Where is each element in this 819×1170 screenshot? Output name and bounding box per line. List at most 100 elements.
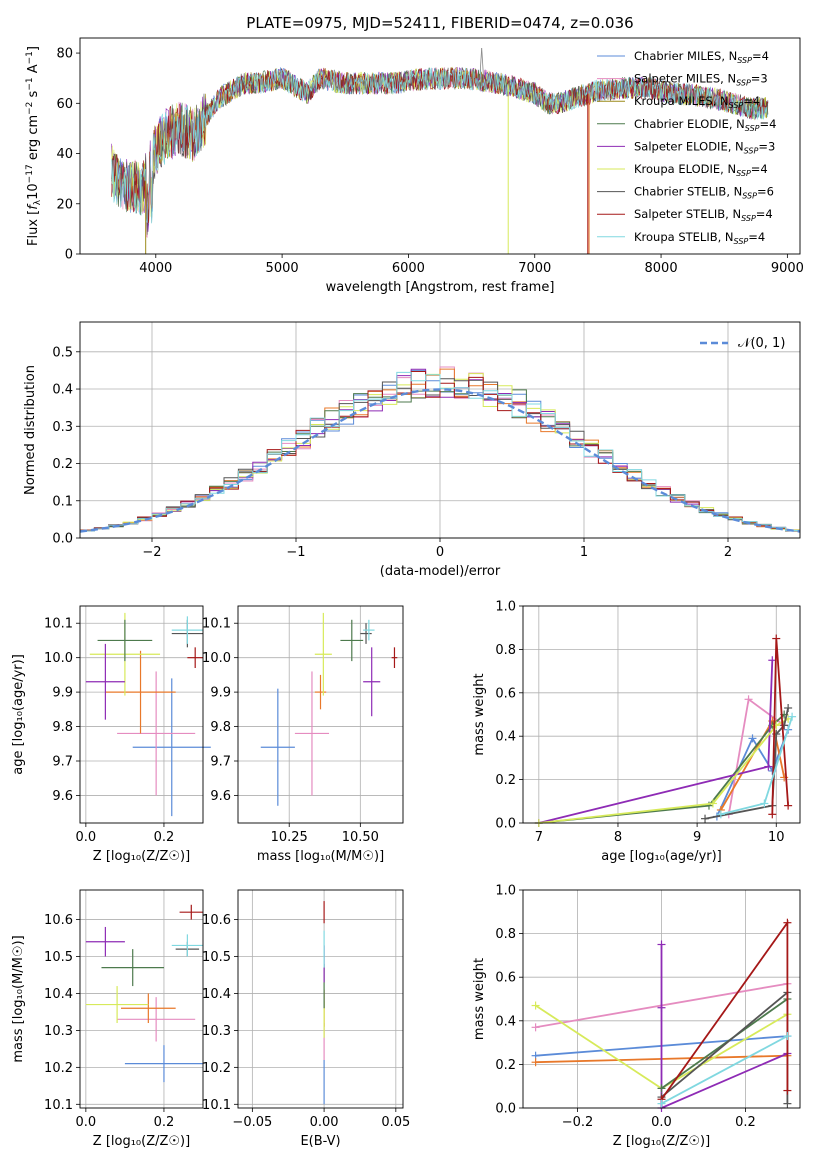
legend-label: Kroupa ELODIE, NSSP=4 [634, 162, 768, 178]
y-tick-label: 0.2 [495, 1058, 516, 1073]
y-tick-label: 10.1 [202, 617, 231, 632]
legend-label-sub: SSP [737, 56, 752, 65]
y-tick-label: 0.4 [52, 383, 73, 398]
x-tick-label: 0 [436, 545, 444, 560]
y-tick-label: 0.8 [495, 643, 516, 658]
x-tick-label: 5000 [266, 261, 299, 276]
y-tick-label: 10.0 [44, 651, 73, 666]
x-tick-label: 10.25 [271, 830, 308, 845]
x-tick-label: 8000 [645, 261, 678, 276]
normal-curve [79, 388, 801, 533]
weight-line-salpeter-stelib [771, 638, 789, 815]
axes-frame [522, 889, 801, 1109]
x-axis-label: E(B-V) [300, 1134, 340, 1149]
y-label-part: −1 [25, 77, 35, 90]
y-tick-label: 9.6 [210, 789, 231, 804]
y-tick-label: 0.8 [495, 927, 516, 942]
legend-label-tail: =4 [756, 207, 773, 221]
y-label-part: A [26, 64, 41, 77]
x-tick-label: 1 [580, 545, 588, 560]
x-tick-label: 7000 [518, 261, 551, 276]
y-tick-label: 9.8 [52, 720, 73, 735]
y-label-part: ] [26, 46, 41, 51]
y-tick-label: 10.5 [44, 950, 73, 965]
legend-label: 𝒩(0, 1) [738, 336, 785, 351]
y-tick-label: 10.5 [202, 950, 231, 965]
y-tick-label: 0.0 [52, 532, 73, 547]
mass-vs-metallicity-panel: 0.0 0.2 10.1 10.2 10.3 10.4 10.5 10.6 Z [log₁₀(Z… [11, 889, 204, 1149]
x-tick-label: 2 [724, 545, 732, 560]
y-label-part: s [26, 90, 41, 101]
x-tick-label: 0.0 [651, 1115, 672, 1130]
y-axis-label: Flux [fλ10−17 erg cm−2 s−1 A−1] [25, 46, 43, 246]
y-tick-label: 9.9 [52, 686, 73, 701]
axes-frame [79, 37, 801, 255]
axes-frame [237, 605, 404, 824]
x-axis-label: age [log₁₀(age/yr)] [601, 849, 722, 864]
weight-line-salpeter-elodie [660, 944, 788, 1110]
legend-label: Salpeter STELIB, NSSP=4 [634, 207, 773, 223]
legend-label: Salpeter MILES, NSSP=3 [634, 72, 768, 88]
legend-label-sub: SSP [736, 79, 751, 88]
y-label-part: −1 [25, 51, 35, 64]
y-tick-label: 9.7 [210, 755, 231, 770]
legend-label-tail: =3 [751, 72, 768, 86]
y-axis-label: mass weight [472, 958, 487, 1040]
y-tick-label: 0.6 [495, 686, 516, 701]
y-axis-label: mass weight [472, 673, 487, 755]
legend-label-main: Kroupa STELIB, N [634, 230, 734, 244]
legend-label-tail: =3 [758, 139, 775, 153]
x-tick-label: −2 [142, 545, 161, 560]
y-tick-label: 9.6 [52, 789, 73, 804]
x-tick-label: −1 [286, 545, 305, 560]
x-tick-label: 0.00 [310, 1115, 339, 1130]
x-tick-label: 7 [535, 830, 543, 845]
legend-label-sub: SSP [744, 146, 759, 155]
x-tick-label: 0.0 [76, 1115, 97, 1130]
y-tick-label: 10.1 [44, 1098, 73, 1113]
x-tick-label: 8 [614, 830, 622, 845]
x-tick-label: 9000 [771, 261, 804, 276]
y-tick-label: 80 [56, 47, 73, 62]
legend-label: Chabrier ELODIE, NSSP=4 [634, 117, 776, 133]
y-tick-label: 0.0 [495, 1102, 516, 1117]
y-tick-label: 10.6 [44, 913, 73, 928]
legend-label: Chabrier MILES, NSSP=4 [634, 49, 769, 65]
legend-label-main: Kroupa MILES, N [634, 94, 729, 108]
y-label-part: f [26, 203, 41, 210]
x-tick-label: −0.2 [562, 1115, 594, 1130]
y-axis-label: mass [log₁₀(M/M☉)] [11, 935, 26, 1062]
y-tick-label: 10.3 [202, 1024, 231, 1039]
y-tick-label: 0.1 [52, 494, 73, 509]
axes-frame [522, 605, 801, 824]
legend-label-tail: =4 [743, 94, 760, 108]
residuals-panel: −2 −1 0 1 2 0.0 0.1 0.2 0.3 0.4 0.5 (data-model)/er… [23, 321, 801, 579]
x-axis-label: Z [log₁₀(Z/Z☉)] [93, 1134, 190, 1149]
legend-label-sub: SSP [745, 124, 760, 133]
axes-frame [79, 321, 801, 539]
x-tick-label: 0.2 [154, 1115, 175, 1130]
x-tick-label: 0.05 [381, 1115, 410, 1130]
spectrum-line-kroupa-stelib [111, 67, 768, 224]
spectrum-panel: 4000 5000 6000 7000 8000 9000 0 20 40 60 80 wavelen… [25, 37, 804, 295]
x-axis-label: (data-model)/error [380, 564, 501, 579]
legend-label-sub: SSP [736, 169, 751, 178]
weight-vs-age-panel: 7 8 9 10 0.0 0.2 0.4 0.6 0.8 1.0 age [log₁₀(age/yr… [472, 600, 801, 864]
x-axis-label: wavelength [Angstrom, rest frame] [326, 280, 555, 295]
x-tick-label: 0.2 [735, 1115, 756, 1130]
weight-line-salpeter-elodie [538, 660, 774, 824]
y-tick-label: 9.8 [210, 720, 231, 735]
y-tick-label: 10.2 [202, 1061, 231, 1076]
spectrum-spike [481, 48, 484, 79]
y-axis-label: Normed distribution [23, 365, 38, 495]
axes-frame [79, 605, 204, 824]
x-tick-label: 10.50 [342, 830, 379, 845]
y-label-part: 10 [26, 183, 41, 200]
y-label-part: λ [33, 199, 43, 205]
y-label-part: Flux [ [26, 210, 41, 246]
y-tick-label: 1.0 [495, 600, 516, 615]
legend-label-tail: =4 [760, 117, 777, 131]
age-vs-metallicity-panel: 0.0 0.2 9.6 9.7 9.8 9.9 10.0 10.1 Z [log₁₀(Z/Z☉)… [11, 605, 211, 864]
y-tick-label: 20 [56, 197, 73, 212]
